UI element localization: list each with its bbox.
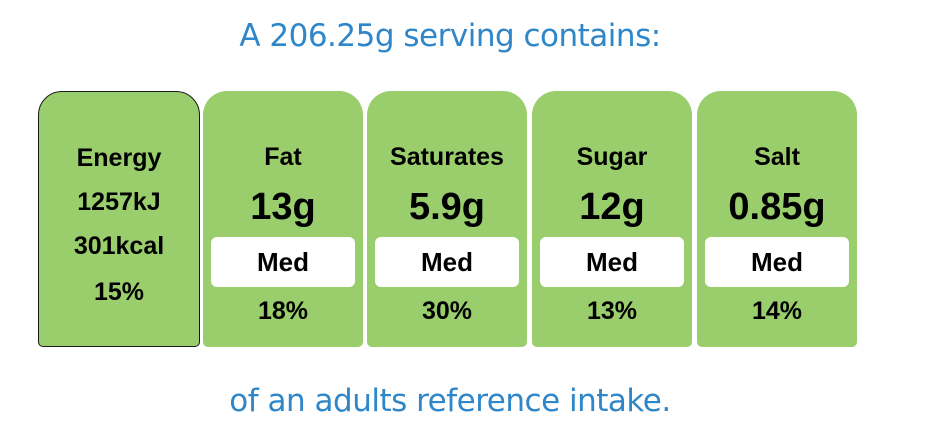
nutrient-panel-salt: Salt 0.85g Med 14% xyxy=(697,91,857,347)
nutrient-panel-fat: Fat 13g Med 18% xyxy=(203,91,363,347)
energy-kcal: 301kcal xyxy=(73,232,165,260)
nutrient-value: 12g xyxy=(579,186,645,228)
nutrient-value: 0.85g xyxy=(728,186,826,228)
nutrient-percent: 30% xyxy=(421,297,473,325)
nutrient-level-badge: Med xyxy=(211,237,355,287)
nutrient-level-badge: Med xyxy=(540,237,684,287)
energy-label: Energy xyxy=(76,144,162,172)
nutrient-value: 5.9g xyxy=(408,186,486,228)
nutrient-percent: 13% xyxy=(586,297,638,325)
energy-kj: 1257kJ xyxy=(77,188,161,216)
nutrient-percent: 18% xyxy=(257,297,309,325)
nutrient-label: Sugar xyxy=(576,143,648,171)
energy-panel: Energy 1257kJ 301kcal 15% xyxy=(38,91,200,347)
nutrient-panel-sugar: Sugar 12g Med 13% xyxy=(532,91,692,347)
nutrient-level-badge: Med xyxy=(375,237,519,287)
nutrient-panel-saturates: Saturates 5.9g Med 30% xyxy=(367,91,527,347)
reference-intake-note: of an adults reference intake. xyxy=(229,383,671,419)
nutrient-percent: 14% xyxy=(751,297,803,325)
nutrient-label: Saturates xyxy=(390,143,504,171)
nutrient-value: 13g xyxy=(250,186,316,228)
nutrient-label: Salt xyxy=(754,143,800,171)
nutrient-label: Fat xyxy=(264,143,302,171)
energy-percent: 15% xyxy=(93,278,145,306)
nutrient-level-badge: Med xyxy=(705,237,849,287)
serving-heading: A 206.25g serving contains: xyxy=(239,18,661,54)
